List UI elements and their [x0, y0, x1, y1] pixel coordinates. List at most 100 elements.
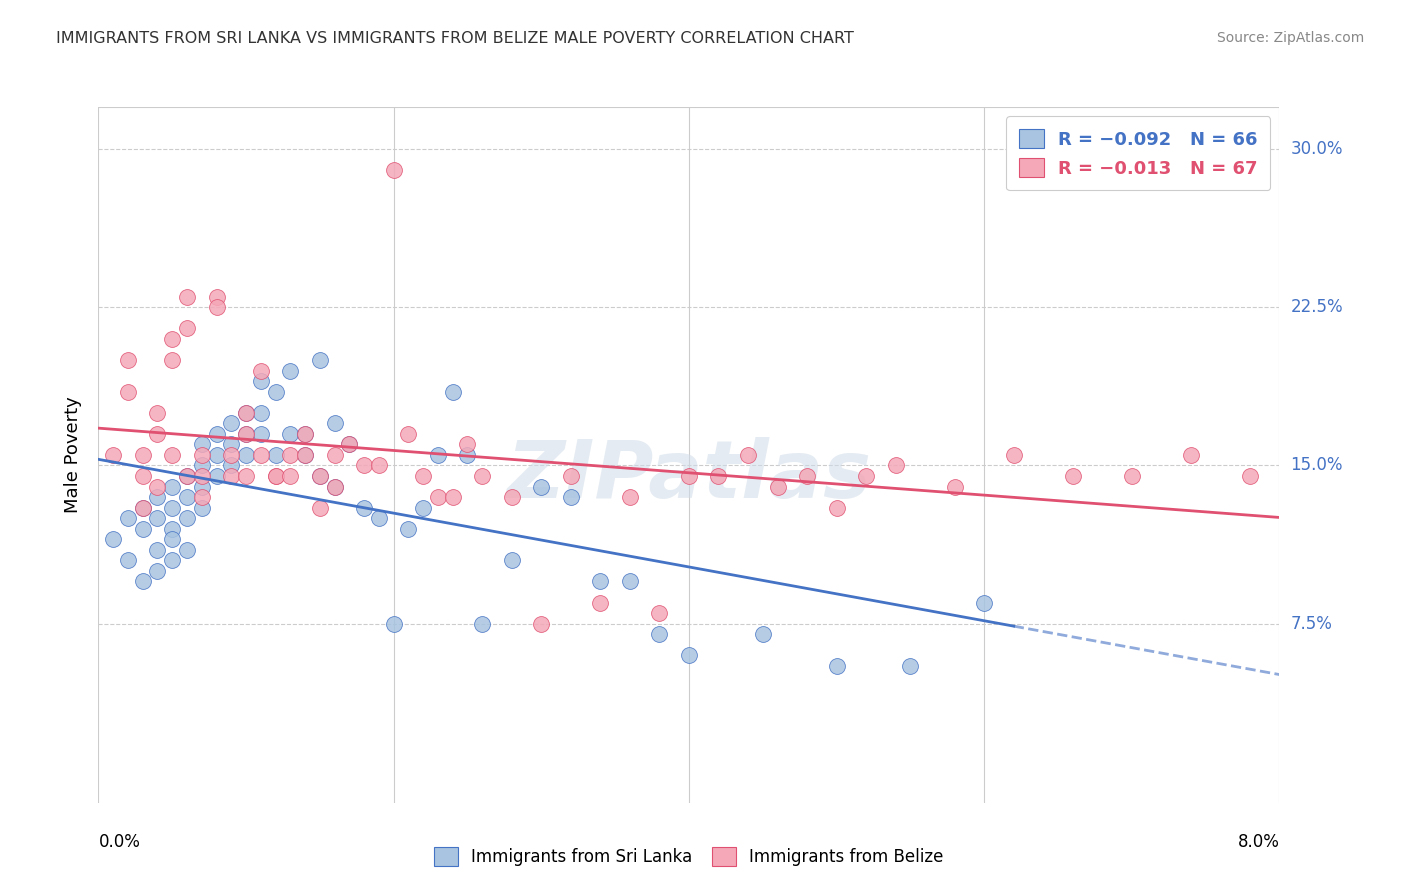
Text: 0.0%: 0.0%	[98, 833, 141, 851]
Point	[146, 564, 169, 578]
Point	[176, 542, 198, 557]
Point	[162, 533, 183, 547]
Point	[146, 542, 169, 557]
Point	[235, 426, 257, 441]
Point	[396, 522, 419, 536]
Point	[294, 426, 316, 441]
Point	[191, 479, 214, 493]
Point	[589, 595, 612, 609]
Point	[323, 448, 346, 462]
Point	[308, 469, 332, 483]
Point	[1121, 469, 1143, 483]
Point	[264, 469, 287, 483]
Text: 15.0%: 15.0%	[1291, 457, 1343, 475]
Point	[648, 627, 671, 641]
Point	[456, 437, 478, 451]
Text: 8.0%: 8.0%	[1237, 833, 1279, 851]
Point	[132, 448, 155, 462]
Point	[530, 616, 553, 631]
Point	[117, 511, 139, 525]
Point	[264, 384, 287, 399]
Point	[176, 490, 198, 504]
Point	[235, 448, 257, 462]
Y-axis label: Male Poverty: Male Poverty	[65, 397, 83, 513]
Point	[308, 469, 332, 483]
Point	[278, 448, 301, 462]
Point	[337, 437, 360, 451]
Point	[825, 658, 848, 673]
Point	[441, 490, 464, 504]
Point	[426, 490, 449, 504]
Point	[235, 426, 257, 441]
Point	[323, 479, 346, 493]
Point	[412, 500, 434, 515]
Point	[219, 448, 242, 462]
Point	[250, 426, 273, 441]
Point	[308, 353, 332, 368]
Point	[825, 500, 848, 515]
Point	[501, 553, 523, 567]
Point	[337, 437, 360, 451]
Point	[132, 574, 155, 589]
Point	[678, 648, 700, 663]
Point	[278, 426, 301, 441]
Point	[235, 406, 257, 420]
Point	[117, 353, 139, 368]
Point	[973, 595, 995, 609]
Point	[103, 448, 124, 462]
Text: Source: ZipAtlas.com: Source: ZipAtlas.com	[1216, 31, 1364, 45]
Point	[367, 458, 389, 473]
Point	[323, 417, 346, 431]
Point	[191, 448, 214, 462]
Point	[278, 469, 301, 483]
Point	[219, 469, 242, 483]
Point	[884, 458, 907, 473]
Point	[560, 490, 582, 504]
Point	[737, 448, 759, 462]
Point	[294, 426, 316, 441]
Text: ZIPatlas: ZIPatlas	[506, 437, 872, 515]
Point	[117, 384, 139, 399]
Point	[396, 426, 419, 441]
Point	[205, 426, 228, 441]
Point	[117, 553, 139, 567]
Point	[353, 458, 375, 473]
Legend: Immigrants from Sri Lanka, Immigrants from Belize: Immigrants from Sri Lanka, Immigrants fr…	[426, 839, 952, 874]
Point	[678, 469, 700, 483]
Point	[146, 426, 169, 441]
Point	[456, 448, 478, 462]
Point	[205, 469, 228, 483]
Point	[235, 469, 257, 483]
Point	[132, 522, 155, 536]
Point	[530, 479, 553, 493]
Text: 22.5%: 22.5%	[1291, 298, 1343, 317]
Point	[412, 469, 434, 483]
Point	[943, 479, 966, 493]
Point	[501, 490, 523, 504]
Point	[162, 479, 183, 493]
Point	[191, 500, 214, 515]
Point	[219, 417, 242, 431]
Point	[146, 479, 169, 493]
Point	[382, 163, 405, 178]
Point	[219, 437, 242, 451]
Point	[191, 469, 214, 483]
Point	[426, 448, 449, 462]
Point	[250, 406, 273, 420]
Point	[766, 479, 789, 493]
Point	[176, 469, 198, 483]
Point	[191, 490, 214, 504]
Point	[751, 627, 773, 641]
Point	[619, 490, 641, 504]
Point	[176, 469, 198, 483]
Point	[308, 500, 332, 515]
Point	[707, 469, 730, 483]
Point	[589, 574, 612, 589]
Point	[176, 321, 198, 335]
Point	[176, 511, 198, 525]
Point	[323, 479, 346, 493]
Point	[1062, 469, 1084, 483]
Point	[162, 500, 183, 515]
Point	[294, 448, 316, 462]
Point	[1239, 469, 1261, 483]
